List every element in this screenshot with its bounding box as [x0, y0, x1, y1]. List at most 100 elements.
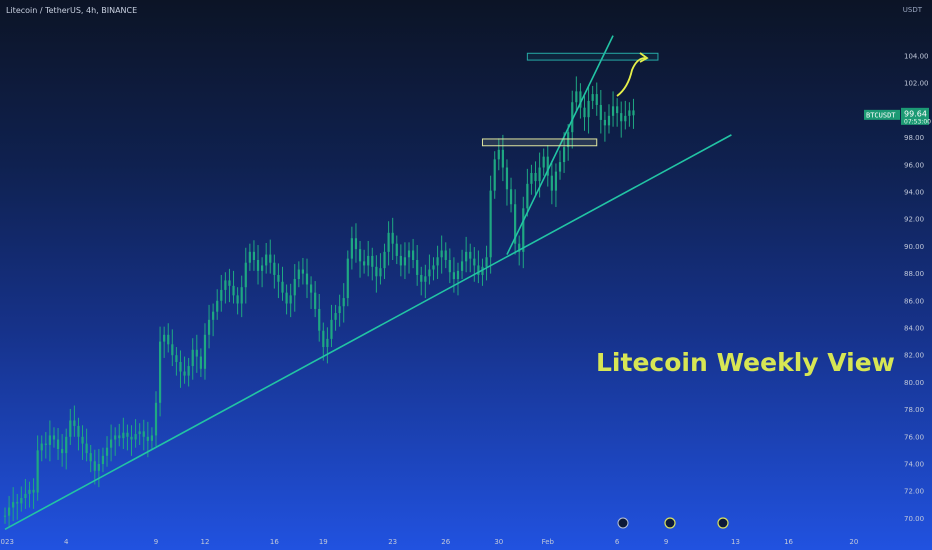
candle-body [309, 284, 313, 293]
candle-body [73, 420, 76, 426]
candle-body [277, 274, 280, 282]
candle-body [587, 100, 590, 118]
earnings-icon[interactable] [717, 517, 729, 529]
y-tick-label: 92.00 [904, 216, 924, 224]
zones-layer [481, 52, 659, 147]
y-tick-label: 104.00 [904, 53, 929, 61]
y-tick-label: 76.00 [904, 433, 924, 441]
candle-body [93, 461, 96, 471]
candle-body [61, 449, 64, 454]
price-tag-countdown: 07:53:00 [904, 118, 931, 125]
candle-body [526, 183, 529, 209]
event-icon[interactable] [617, 517, 629, 529]
candle-body [575, 91, 578, 103]
steep-trendline [506, 35, 614, 255]
candle-body [32, 489, 35, 493]
candle-body [187, 366, 190, 376]
candle-body [163, 334, 166, 342]
candle-body [428, 269, 431, 277]
candle-body [452, 272, 456, 280]
chart-symbol-header: Litecoin / TetherUS, 4h, BINANCE [6, 6, 138, 15]
candle-body [534, 172, 537, 182]
price-tag-value: 99.64 [904, 109, 927, 118]
candle-body [28, 489, 31, 494]
candle-body [142, 431, 145, 437]
projection-arrow [616, 57, 646, 97]
candle-body [89, 453, 92, 462]
candle-body [477, 265, 480, 275]
candle-body [603, 119, 606, 126]
candle-body [134, 434, 137, 440]
candle-body [518, 243, 521, 252]
candle-body [3, 515, 7, 517]
price-tag-value-box [901, 107, 929, 125]
candle-body [567, 132, 570, 148]
y-tick-label: 80.00 [904, 379, 924, 387]
candle-body [416, 260, 419, 275]
candle-body [261, 265, 264, 271]
x-tick-label: 23 [388, 538, 397, 546]
candle-body [411, 250, 415, 260]
candle-body [248, 251, 251, 263]
candle-body [36, 450, 39, 493]
candle-body [465, 251, 468, 262]
candle-body [395, 243, 398, 256]
candle-body [199, 356, 202, 369]
candle-body [595, 94, 598, 105]
y-tick-label: 86.00 [904, 297, 924, 305]
y-tick-label: 78.00 [904, 406, 924, 414]
candle-body [314, 292, 317, 309]
event-icons[interactable] [617, 517, 729, 529]
candle-body [599, 104, 602, 120]
candle-body [363, 261, 366, 266]
candle-body [460, 261, 464, 271]
candle-body [158, 341, 162, 403]
candle-body [183, 371, 186, 376]
lower-trendline [4, 134, 732, 530]
y-tick-label: 88.00 [904, 270, 924, 278]
x-tick-label: 16 [784, 538, 793, 546]
candle-body [85, 443, 88, 454]
x-tick-label: 13 [731, 538, 740, 546]
candle-body [485, 257, 488, 267]
candle-body [256, 260, 260, 271]
candle-body [244, 262, 247, 288]
x-tick-label: Feb [542, 538, 555, 546]
candle-body [138, 431, 141, 435]
candle-body [550, 175, 553, 191]
candle-body [216, 300, 219, 312]
candle-body [383, 251, 386, 269]
candle-body [387, 232, 390, 252]
candle-body [126, 432, 129, 437]
x-tick-label: 19 [319, 538, 328, 546]
candle-body [167, 334, 170, 345]
candle-body [220, 289, 223, 301]
candle-body [101, 455, 105, 464]
candle-body [493, 159, 496, 191]
candle-body [338, 306, 341, 314]
candle-body [554, 171, 558, 191]
y-tick-label: 70.00 [904, 515, 924, 523]
candle-body [399, 255, 402, 266]
candle-body [236, 295, 239, 304]
x-axis: 2023 4 9 12 16 19 23 26 30 Feb 6 9 13 16 20 [0, 538, 858, 546]
projection-arrowhead [639, 52, 649, 63]
candle-body [122, 432, 125, 439]
candle-body [558, 162, 562, 172]
candle-body [203, 334, 207, 369]
candle-body [65, 436, 68, 454]
candle-body [297, 269, 300, 280]
candle-body [628, 110, 631, 116]
candle-body [12, 502, 15, 508]
y-tick-label: 94.00 [904, 189, 924, 197]
candle-body [322, 330, 325, 348]
candle-body [489, 190, 492, 258]
earnings-icon[interactable] [664, 517, 676, 529]
candle-body [240, 287, 243, 304]
candle-body [358, 249, 362, 262]
candle-body [293, 279, 296, 296]
x-tick-label: 30 [494, 538, 503, 546]
candle-body [522, 208, 525, 252]
